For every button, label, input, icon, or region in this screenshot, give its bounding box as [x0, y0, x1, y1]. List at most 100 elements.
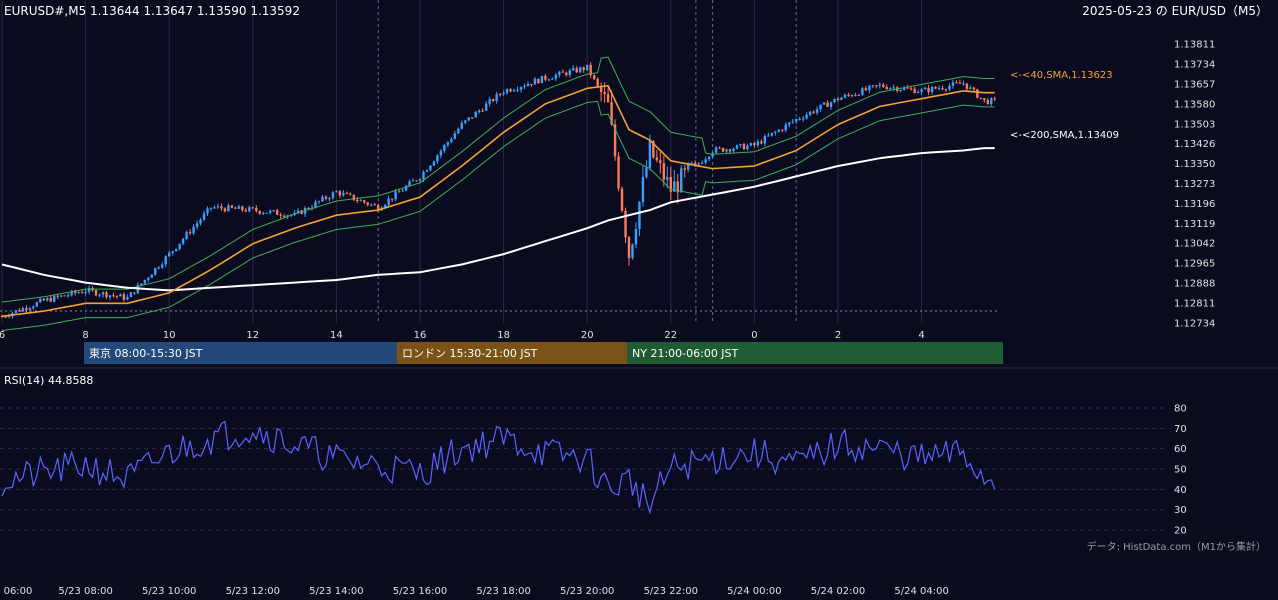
candle-body: [425, 170, 429, 172]
candle: [530, 83, 533, 87]
candle: [554, 72, 558, 81]
candle: [620, 186, 624, 213]
candle-body: [147, 277, 150, 280]
candle-body: [624, 210, 627, 238]
candle-body: [174, 248, 178, 252]
candle-body: [808, 111, 812, 115]
candle-body: [805, 114, 808, 119]
candle: [474, 110, 477, 118]
time-tick-label: 22: [664, 330, 677, 341]
candle-body: [98, 294, 101, 296]
candle: [262, 211, 265, 216]
candle-body: [509, 89, 512, 92]
candle: [491, 98, 495, 103]
candle-body: [53, 295, 56, 302]
candle: [77, 291, 80, 294]
candle: [784, 122, 787, 133]
candle-body: [592, 75, 596, 79]
candle: [829, 101, 833, 110]
candle-body: [450, 139, 453, 143]
candle-body: [791, 121, 794, 123]
candle: [387, 195, 390, 208]
candle-body: [213, 207, 216, 209]
candle-body: [645, 167, 648, 178]
candle-body: [732, 148, 735, 152]
time-tick-label: 20: [581, 330, 594, 341]
candle: [533, 76, 537, 85]
candle-body: [822, 102, 826, 105]
candle-body: [582, 67, 585, 70]
candle-body: [234, 207, 237, 209]
candle: [328, 196, 331, 202]
time-axis-top: 6 8 10 12 14 16 18 20 22 0 2 4: [0, 330, 925, 341]
candle-body: [589, 64, 592, 76]
sma40-label: <-<40,SMA,1.13623: [1010, 70, 1113, 81]
candle-body: [331, 192, 335, 199]
session-bars: 東京 08:00-15:30 JST ロンドン 15:30-21:00 JST NY…: [84, 342, 1003, 364]
candle-body: [986, 100, 989, 105]
candle-body: [864, 88, 868, 91]
candle-body: [446, 142, 450, 146]
candle: [659, 151, 662, 174]
rsi-tick-label: 70: [1174, 424, 1187, 435]
candle: [453, 130, 457, 140]
candle: [209, 207, 213, 212]
bollinger-lower: [1, 100, 995, 331]
candle: [704, 156, 707, 165]
candle-body: [140, 283, 143, 286]
candle: [568, 68, 571, 78]
candle-body: [366, 202, 369, 205]
candle: [60, 295, 63, 298]
candle: [502, 90, 505, 97]
candle: [258, 210, 261, 216]
candle: [178, 243, 181, 251]
candle: [154, 267, 157, 276]
bottom-time-label: 5/24 00:00: [727, 586, 781, 597]
bollinger-upper: [1, 56, 995, 303]
candle: [248, 205, 251, 213]
bottom-time-label: 5/23 16:00: [393, 586, 447, 597]
candle: [199, 218, 202, 226]
candle: [122, 292, 126, 302]
candle: [108, 294, 112, 301]
candle-body: [944, 89, 948, 91]
candle-body: [411, 180, 415, 182]
candle: [544, 74, 547, 82]
candle-body: [491, 99, 495, 101]
candle-body: [460, 122, 463, 129]
candle-body: [394, 191, 397, 200]
price-tick-label: 1.12965: [1174, 259, 1215, 270]
candle: [902, 86, 906, 91]
candle-body: [641, 177, 645, 203]
candle-body: [655, 157, 659, 161]
candle-body: [690, 162, 693, 164]
candle-body: [965, 83, 969, 89]
price-tick-label: 1.12888: [1174, 279, 1215, 290]
candle: [450, 137, 453, 144]
candle: [927, 85, 930, 95]
candle: [669, 166, 672, 201]
candle-body: [892, 87, 895, 89]
candle: [638, 201, 641, 237]
candle-body: [28, 308, 32, 310]
candle-body: [847, 94, 850, 96]
candle: [338, 190, 342, 199]
candle-body: [788, 122, 791, 125]
candle-body: [178, 243, 181, 249]
candle-body: [781, 129, 784, 131]
candle-body: [171, 251, 174, 253]
candle-body: [843, 94, 847, 98]
candle-body: [408, 181, 411, 186]
candle-body: [188, 232, 192, 234]
session-label: ロンドン 15:30-21:00 JST: [402, 347, 538, 360]
bottom-time-label: 5/23 22:00: [644, 586, 698, 597]
candle-body: [32, 306, 35, 309]
candle-body: [697, 163, 700, 165]
candle-body: [554, 74, 558, 79]
price-tick-label: 1.13734: [1174, 59, 1215, 70]
candle: [408, 179, 411, 187]
candle-body: [948, 85, 951, 90]
candle: [188, 229, 192, 236]
candle: [363, 199, 366, 205]
candle-body: [648, 140, 652, 168]
